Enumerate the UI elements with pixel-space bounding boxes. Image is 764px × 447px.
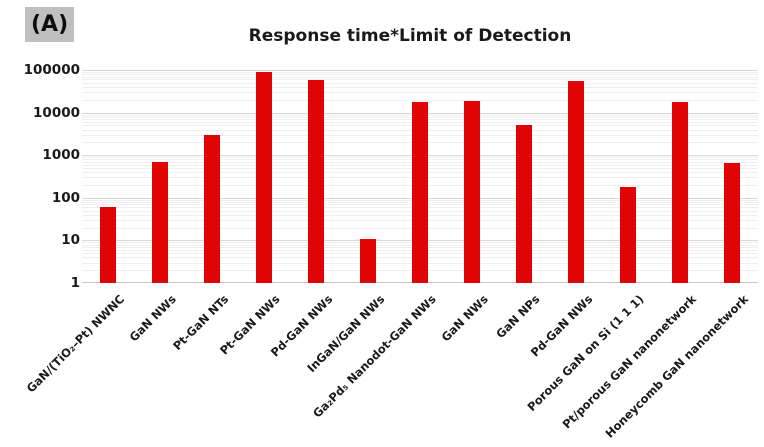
y-tick-label: 1 — [70, 275, 80, 291]
bar — [204, 134, 220, 283]
gridline-major — [82, 70, 758, 71]
bar — [724, 163, 740, 283]
y-tick-label: 1000 — [42, 147, 80, 164]
bar — [412, 101, 428, 283]
bar — [620, 186, 636, 283]
bar — [100, 207, 116, 283]
x-category-label: GaN NWs — [438, 292, 491, 345]
y-tick-label: 10 — [61, 232, 80, 249]
bar — [568, 81, 584, 283]
x-category-label: GaN/(TiO₂–Pt) NWNC — [23, 292, 127, 396]
bar — [464, 100, 480, 283]
plot-area — [82, 70, 758, 283]
gridline-minor — [82, 76, 758, 78]
y-tick-label: 100000 — [23, 62, 80, 78]
x-category-label: GaN NWs — [126, 292, 179, 345]
gridline-minor — [82, 71, 758, 73]
y-tick-label: 10000 — [33, 104, 80, 121]
bar — [152, 161, 168, 283]
bar — [256, 71, 272, 283]
gridline-minor — [82, 82, 758, 84]
y-tick-label: 100 — [51, 189, 80, 206]
bar — [308, 80, 324, 283]
bar — [672, 102, 688, 283]
bar — [360, 238, 376, 283]
gridline-minor — [82, 86, 758, 88]
panel-label: (A) — [25, 7, 75, 42]
gridline-minor — [82, 92, 758, 94]
gridline-minor — [82, 74, 758, 76]
gridline-minor — [82, 79, 758, 81]
bar — [516, 124, 532, 283]
chart-title: Response time*Limit of Detection — [248, 26, 572, 46]
gridline-minor — [82, 99, 758, 101]
x-category-label: GaN NPs — [493, 292, 543, 342]
